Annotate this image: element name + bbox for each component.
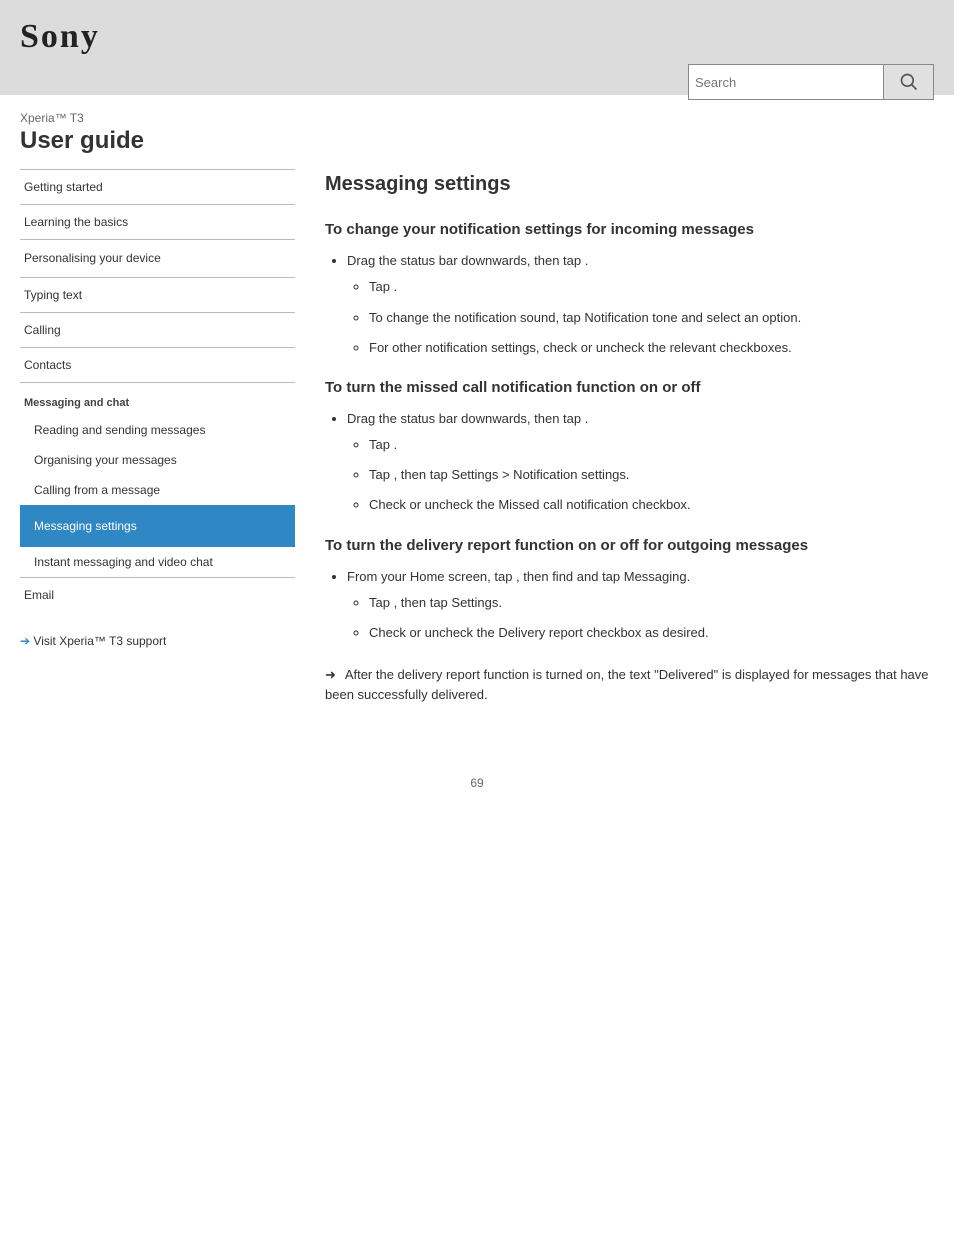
sidebar-sub-settings[interactable]: Messaging settings — [20, 505, 295, 547]
substep: Check or uncheck the Missed call notific… — [369, 495, 934, 515]
sidebar-item-personalising[interactable]: Personalising your device — [20, 239, 295, 277]
support-link-label: Visit Xperia™ T3 support — [33, 634, 166, 648]
substep: Check or uncheck the Delivery report che… — [369, 623, 934, 643]
step-text: Drag the status bar downwards, then tap … — [347, 411, 588, 426]
page-number: 69 — [0, 746, 954, 830]
step: Drag the status bar downwards, then tap … — [347, 251, 934, 358]
substep: Tap , then tap Settings. — [369, 593, 934, 613]
footnote-text: After the delivery report function is tu… — [325, 667, 929, 702]
sidebar-item-learning-basics[interactable]: Learning the basics — [20, 204, 295, 239]
step-text: Drag the status bar downwards, then tap … — [347, 253, 588, 268]
step-text: From your Home screen, tap , then find a… — [347, 569, 690, 584]
search — [688, 64, 934, 100]
product-model: Xperia™ T3 — [20, 111, 934, 125]
sidebar-group-messaging: Messaging and chat — [20, 382, 295, 415]
search-button[interactable] — [884, 64, 934, 100]
section-delivery: To turn the delivery report function on … — [325, 534, 934, 557]
sidebar-sub-reading[interactable]: Reading and sending messages — [20, 415, 295, 445]
step: Drag the status bar downwards, then tap … — [347, 409, 934, 516]
step: From your Home screen, tap , then find a… — [347, 567, 934, 643]
footnote: ➜ After the delivery report function is … — [325, 665, 934, 705]
substep: Tap , then tap Settings > Notification s… — [369, 465, 934, 485]
sidebar-item-typing[interactable]: Typing text — [20, 277, 295, 312]
arrow-right-icon: ➔ — [20, 634, 30, 648]
sidebar-item-calling[interactable]: Calling — [20, 312, 295, 347]
sidebar-item-email[interactable]: Email — [20, 577, 295, 612]
page-title: User guide — [20, 127, 934, 155]
sidebar-item-contacts[interactable]: Contacts — [20, 347, 295, 382]
substep: To change the notification sound, tap No… — [369, 308, 934, 328]
header: Sony — [0, 0, 954, 95]
arrow-right-icon: ➜ — [325, 665, 336, 685]
content: Messaging settings To change your notifi… — [295, 161, 934, 706]
substep: For other notification settings, check o… — [369, 338, 934, 358]
sidebar-sub-calling-msg[interactable]: Calling from a message — [20, 475, 295, 505]
product-header: Xperia™ T3 User guide — [0, 95, 954, 161]
substep: Tap . — [369, 277, 934, 297]
logo: Sony — [20, 18, 934, 56]
section-missed-call: To turn the missed call notification fun… — [325, 376, 934, 399]
sidebar-sub-im[interactable]: Instant messaging and video chat — [20, 547, 295, 577]
search-icon — [899, 72, 919, 92]
substep: Tap . — [369, 435, 934, 455]
sidebar: Getting started Learning the basics Pers… — [20, 161, 295, 706]
support-link[interactable]: ➔ Visit Xperia™ T3 support — [20, 612, 295, 648]
sidebar-item-getting-started[interactable]: Getting started — [20, 169, 295, 204]
content-title: Messaging settings — [325, 169, 934, 200]
search-input[interactable] — [688, 64, 884, 100]
sidebar-sub-organising[interactable]: Organising your messages — [20, 445, 295, 475]
section-change-notif: To change your notification settings for… — [325, 218, 934, 241]
